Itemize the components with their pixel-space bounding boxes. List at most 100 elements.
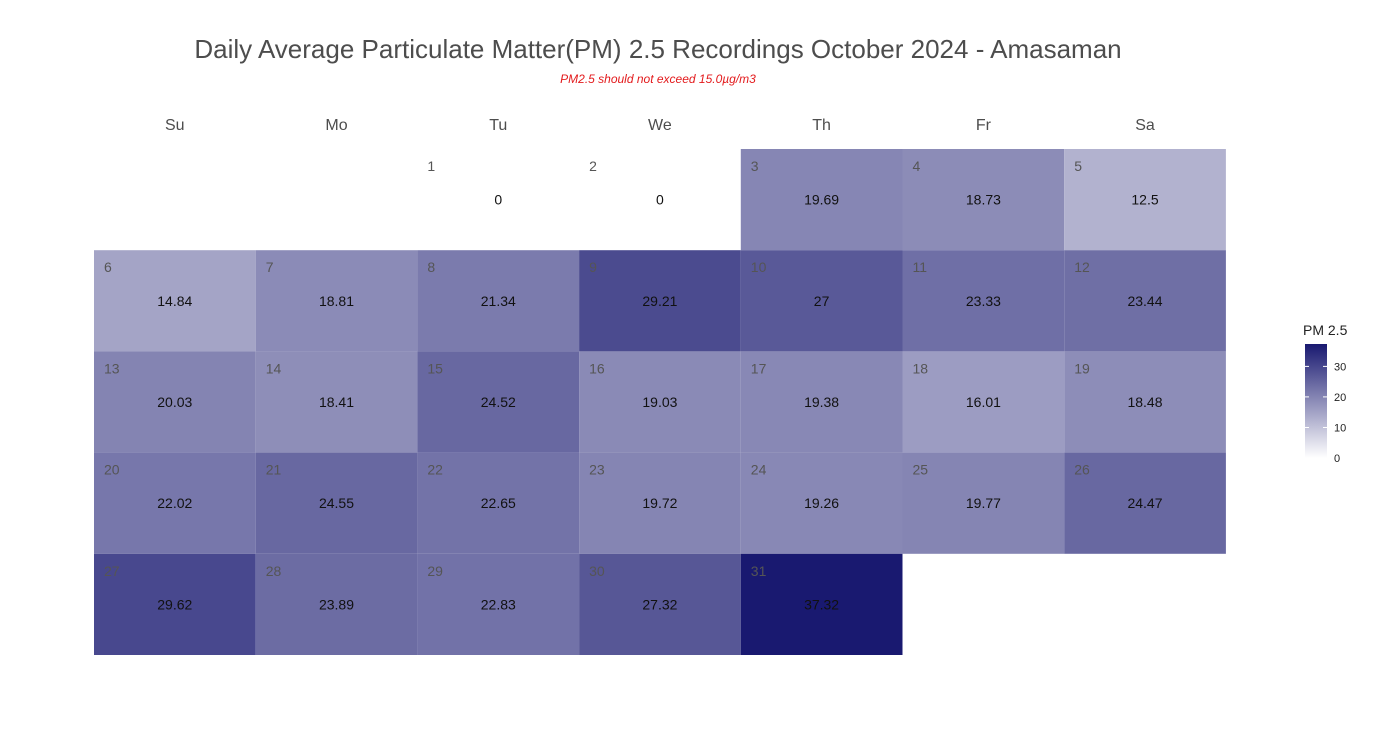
day-value-label: 0: [656, 192, 664, 208]
day-value-label: 20.03: [157, 394, 192, 410]
day-tile: [417, 351, 580, 453]
day-value-label: 19.77: [966, 495, 1001, 511]
day-tile: [255, 452, 418, 554]
day-value-label: 23.33: [966, 293, 1001, 309]
day-number: 5: [1074, 158, 1082, 174]
day-number: 1: [427, 158, 435, 174]
day-tile: [902, 351, 1065, 453]
day-number: 28: [266, 563, 282, 579]
weekday-header-mo: Mo: [325, 117, 347, 134]
day-number: 31: [751, 563, 767, 579]
legend-title: PM 2.5: [1303, 322, 1348, 338]
day-value-label: 27: [814, 293, 830, 309]
calendar-day-cell: 29 22.83: [417, 553, 580, 655]
calendar-day-cell: 929.21: [579, 250, 741, 352]
calendar-day-cell: 821.34: [417, 250, 580, 352]
day-number: 2: [589, 158, 597, 174]
calendar-day-cell: 28 23.89: [255, 553, 418, 655]
day-tile: [740, 149, 903, 251]
day-number: 13: [104, 360, 120, 376]
day-tile: [579, 452, 741, 554]
calendar-day-cell: 30 27.32: [579, 553, 741, 655]
weekday-header-th: Th: [812, 117, 831, 134]
chart-subtitle: PM2.5 should not exceed 15.0µg/m3: [560, 72, 756, 86]
day-number: 17: [751, 360, 767, 376]
day-number: 15: [427, 360, 443, 376]
calendar-day-cell: 24 19.26: [740, 452, 903, 554]
calendar-day-cell: 17 19.38: [740, 351, 903, 453]
day-number: 16: [589, 360, 605, 376]
day-tile: [902, 149, 1065, 251]
day-number: 11: [913, 259, 928, 275]
day-number: 3: [751, 158, 759, 174]
day-number: 8: [427, 259, 435, 275]
day-value-label: 16.01: [966, 394, 1001, 410]
day-number: 21: [266, 462, 282, 478]
day-tile: [417, 452, 580, 554]
day-number: 29: [427, 563, 443, 579]
day-value-label: 19.38: [804, 394, 839, 410]
weekday-header-fr: Fr: [976, 117, 992, 134]
day-number: 22: [427, 462, 443, 478]
day-number: 24: [751, 462, 767, 478]
day-number: 9: [589, 259, 597, 275]
day-tile: [94, 452, 256, 554]
weekday-header-sa: Sa: [1135, 117, 1155, 134]
weekday-header-tu: Tu: [489, 117, 507, 134]
day-tile: [902, 250, 1065, 352]
day-value-label: 18.73: [966, 192, 1001, 208]
legend-tick-label: 30: [1334, 361, 1346, 373]
legend-colorbar: [1305, 344, 1327, 458]
day-value-label: 19.03: [642, 394, 677, 410]
day-tile: [417, 553, 580, 655]
day-number: 7: [266, 259, 274, 275]
day-value-label: 12.5: [1131, 192, 1158, 208]
calendar-day-cell: 11 23.33: [902, 250, 1065, 352]
calendar-day-cell: 20 22.02: [94, 452, 256, 554]
day-number: 6: [104, 259, 112, 275]
day-number: 20: [104, 462, 120, 478]
calendar-grid: 1020319.69418.73512.5614.84718.81821.349…: [94, 149, 1226, 655]
day-number: 12: [1074, 259, 1090, 275]
day-tile: [1064, 149, 1226, 251]
day-tile: [94, 553, 256, 655]
day-value-label: 19.72: [642, 495, 677, 511]
calendar-day-cell: 23 19.72: [579, 452, 741, 554]
day-value-label: 22.83: [481, 596, 516, 612]
calendar-day-cell: 20: [579, 149, 741, 251]
day-number: 10: [751, 259, 767, 275]
calendar-day-cell: 26 24.47: [1064, 452, 1226, 554]
day-value-label: 18.81: [319, 293, 354, 309]
day-value-label: 19.26: [804, 495, 839, 511]
day-value-label: 21.34: [481, 293, 516, 309]
day-value-label: 27.32: [642, 596, 677, 612]
calendar-day-cell: 718.81: [255, 250, 418, 352]
weekday-header-su: Su: [165, 117, 185, 134]
day-value-label: 24.52: [481, 394, 516, 410]
weekday-headers: Su Mo Tu We Th Fr Sa: [165, 117, 1155, 134]
day-value-label: 29.62: [157, 596, 192, 612]
day-tile: [94, 250, 256, 352]
day-tile: [255, 351, 418, 453]
day-tile: [94, 351, 256, 453]
day-value-label: 24.47: [1127, 495, 1162, 511]
day-number: 26: [1074, 462, 1090, 478]
day-tile: [579, 553, 741, 655]
day-tile: [255, 553, 418, 655]
day-tile: [740, 553, 903, 655]
calendar-day-cell: 19 18.48: [1064, 351, 1226, 453]
calendar-day-cell: 31 37.32: [740, 553, 903, 655]
day-value-label: 18.41: [319, 394, 354, 410]
day-value-label: 29.21: [642, 293, 677, 309]
legend-tick-label: 20: [1334, 392, 1346, 404]
day-number: 18: [913, 360, 929, 376]
day-number: 27: [104, 563, 120, 579]
calendar-day-cell: 16 19.03: [579, 351, 741, 453]
calendar-day-cell: 25 19.77: [902, 452, 1065, 554]
day-tile: [740, 452, 903, 554]
calendar-day-cell: 10 27: [740, 250, 903, 352]
calendar-day-cell: 13 20.03: [94, 351, 256, 453]
day-tile: [579, 250, 741, 352]
legend-tick-label: 0: [1334, 453, 1340, 465]
day-tile: [579, 149, 741, 251]
